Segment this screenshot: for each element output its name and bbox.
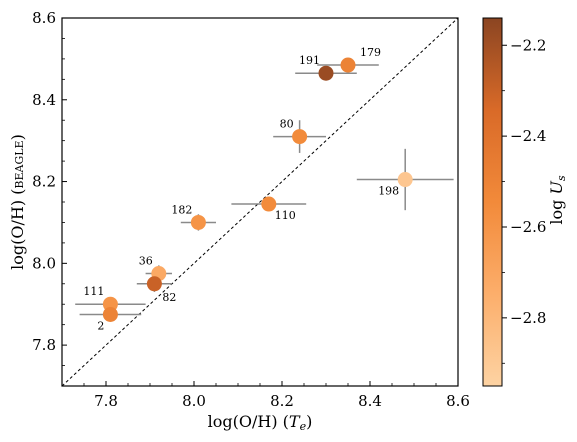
x-tick-label: 8.6 <box>446 392 470 410</box>
y-axis-label: log(O/H) (beagle) <box>8 134 27 270</box>
one-to-one-line <box>61 17 459 387</box>
data-point-182 <box>190 214 206 230</box>
x-tick-layer: 7.8 8.0 8.2 8.4 8.6 <box>83 381 470 410</box>
point-label-182: 182 <box>171 203 192 216</box>
point-label-80: 80 <box>280 118 294 131</box>
y-tick-label: 8.6 <box>32 9 56 27</box>
colorbar-label: log Us <box>547 175 568 225</box>
point-label-179: 179 <box>360 46 381 59</box>
x-tick-label: 8.0 <box>182 392 206 410</box>
x-axis-label: log(O/H) (Te) <box>208 412 313 433</box>
data-point-179 <box>340 57 356 73</box>
point-label-111: 111 <box>83 285 104 298</box>
colorbar-tick-label: −2.6 <box>510 218 546 236</box>
y-tick-layer: 7.8 8.0 8.2 8.4 8.6 <box>32 9 67 366</box>
y-tick-label: 7.8 <box>32 336 56 354</box>
point-label-198: 198 <box>378 185 399 198</box>
colorbar-tick-label: −2.2 <box>510 36 546 54</box>
point-label-36: 36 <box>139 255 153 268</box>
colorbar: −2.2 −2.4 −2.6 −2.8 log Us <box>482 17 568 387</box>
colorbar-tick-label: −2.4 <box>510 127 546 145</box>
point-label-2: 2 <box>97 319 104 332</box>
data-point-82 <box>146 276 162 292</box>
data-point-191 <box>318 65 334 81</box>
one-to-one-line-layer <box>61 17 459 387</box>
point-layer <box>102 57 413 322</box>
x-tick-label: 8.2 <box>270 392 294 410</box>
x-tick-label: 8.4 <box>358 392 382 410</box>
colorbar-tick-layer: −2.2 −2.4 −2.6 −2.8 <box>502 36 546 364</box>
plot-area: 179 191 80 198 110 182 36 82 111 2 7.8 8.0 8.2 8.4 8.… <box>32 9 470 410</box>
y-tick-label: 8.0 <box>32 254 56 272</box>
colorbar-gradient <box>482 17 503 387</box>
data-point-80 <box>292 129 308 145</box>
y-tick-label: 8.2 <box>32 173 56 191</box>
point-label-191: 191 <box>299 54 320 67</box>
x-tick-label: 7.8 <box>94 392 118 410</box>
point-label-82: 82 <box>162 291 176 304</box>
point-label-110: 110 <box>275 209 296 222</box>
data-point-198 <box>397 172 413 188</box>
data-point-110 <box>261 196 277 212</box>
y-tick-label: 8.4 <box>32 91 56 109</box>
data-point-2 <box>102 306 118 322</box>
point-label-layer: 179 191 80 198 110 182 36 82 111 2 <box>83 46 399 332</box>
colorbar-tick-label: −2.8 <box>510 309 546 327</box>
